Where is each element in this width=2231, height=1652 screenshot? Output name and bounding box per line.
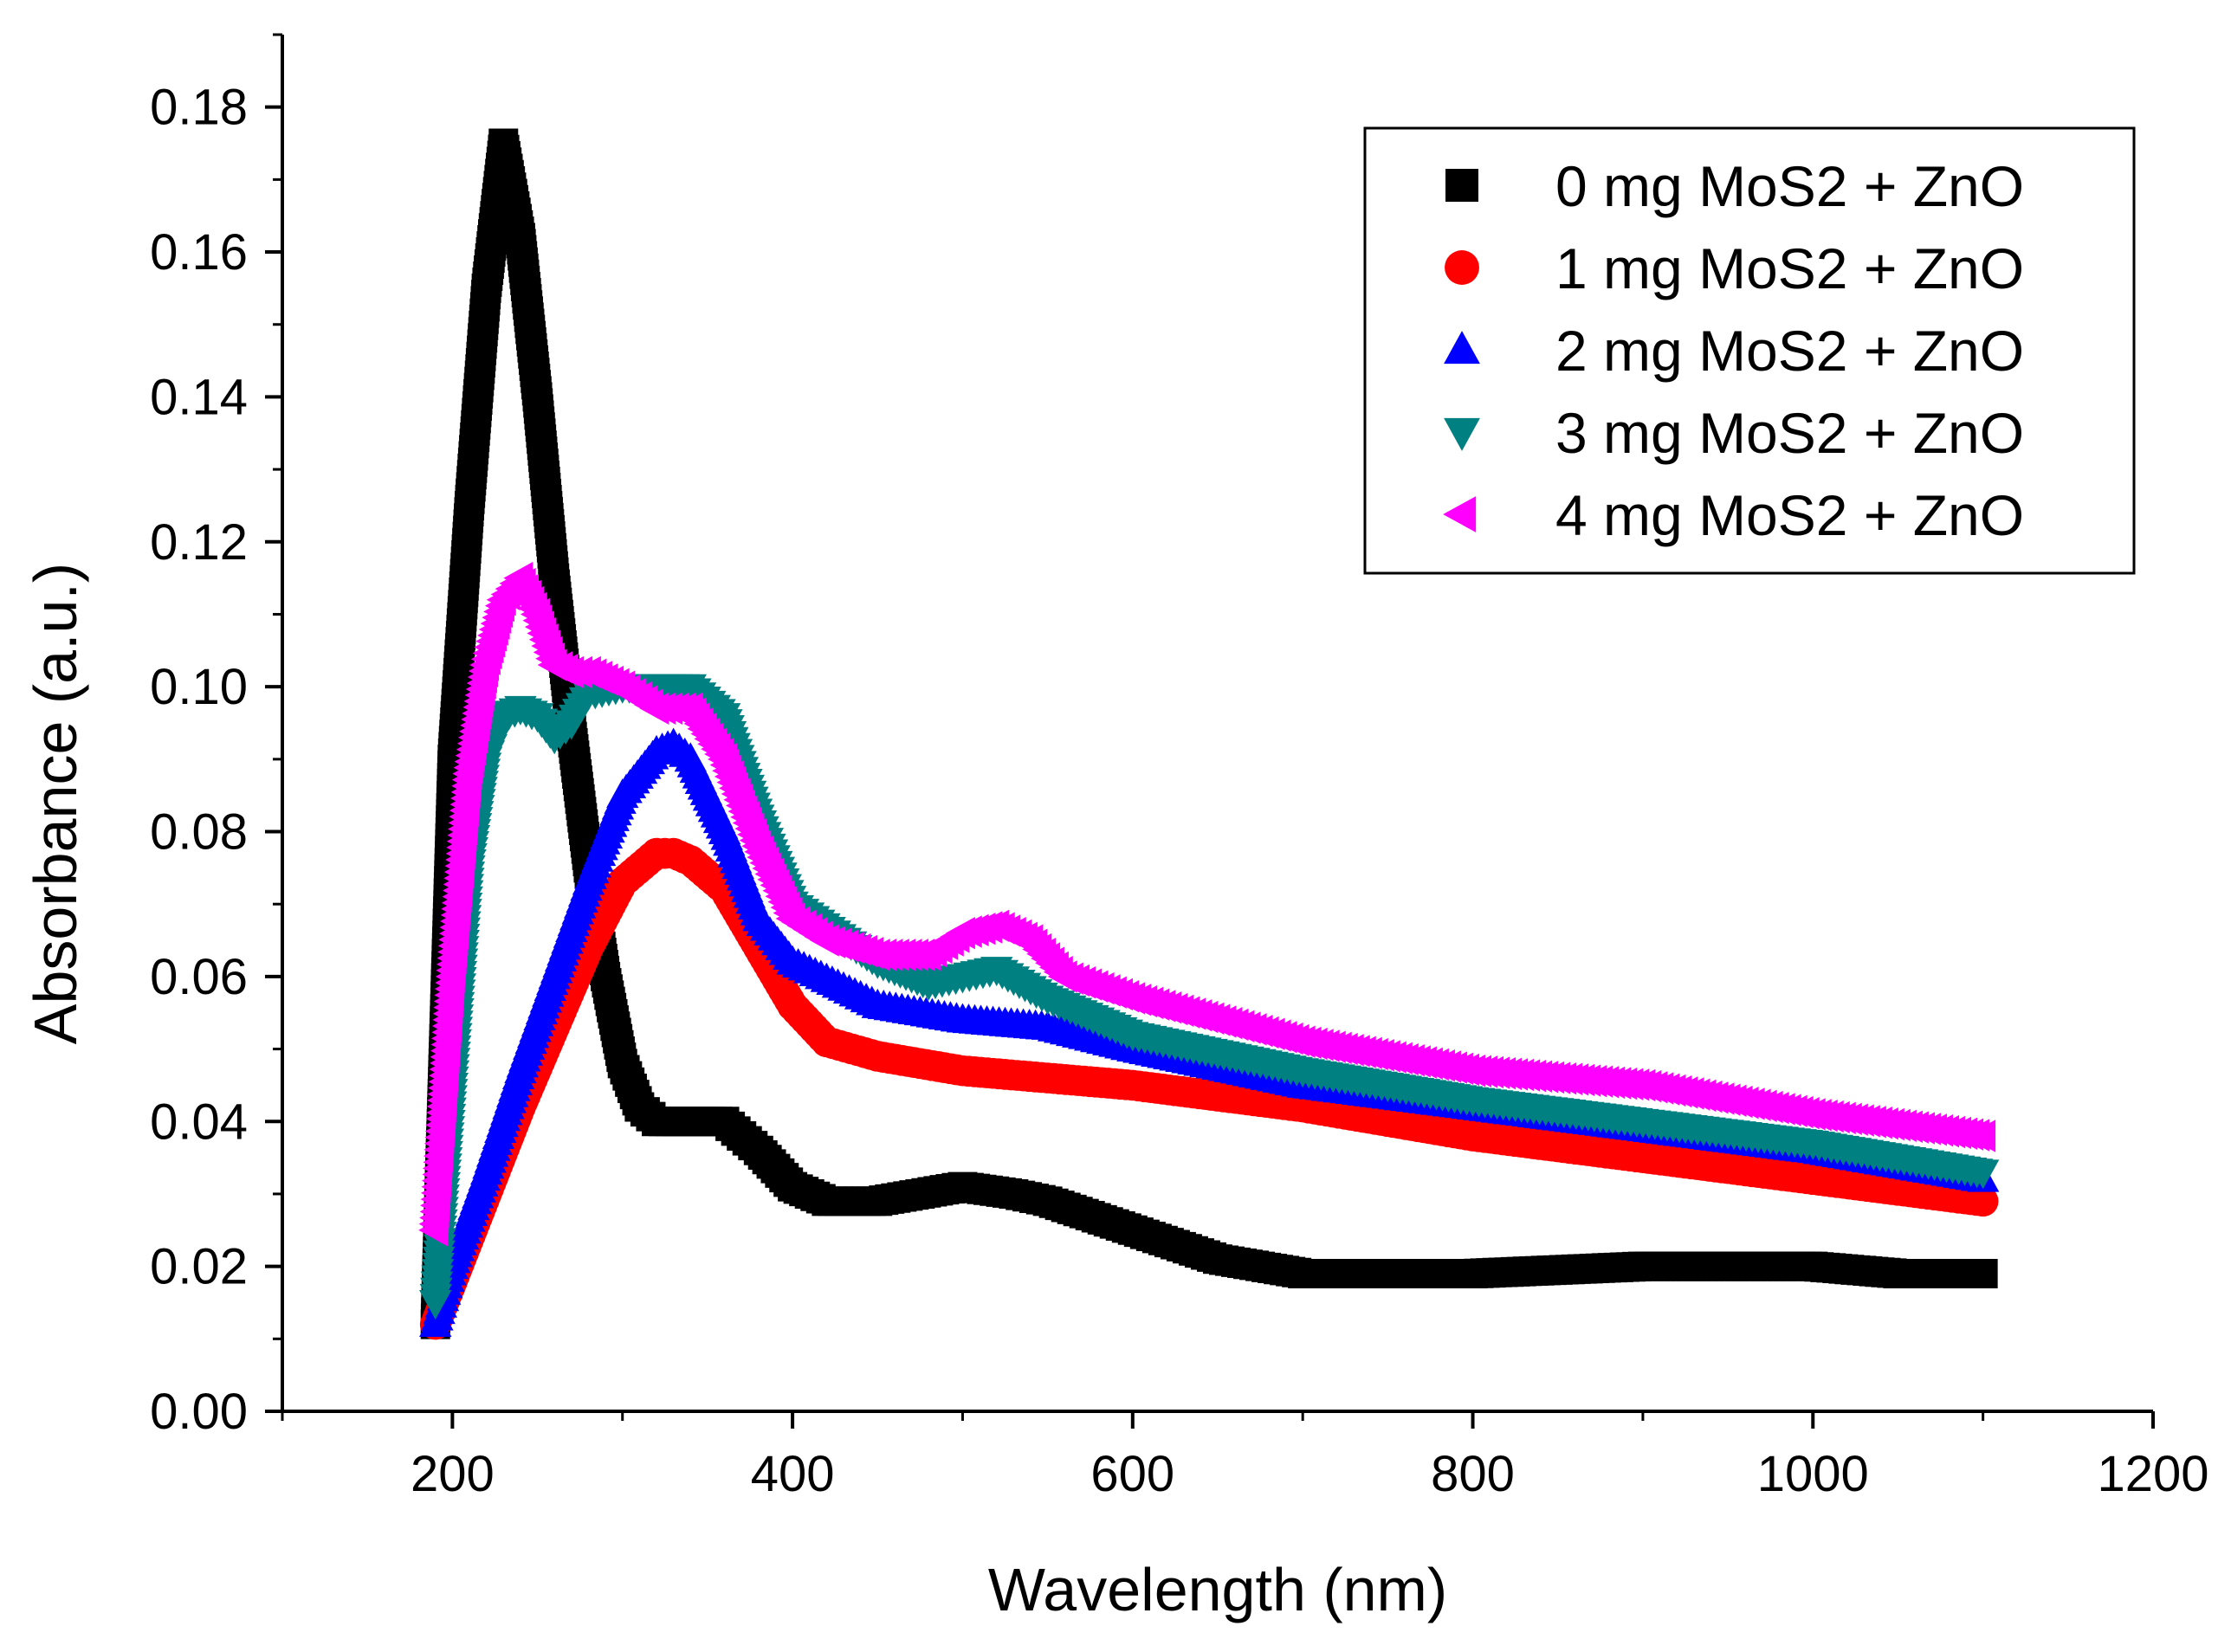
data-point <box>1966 1120 1996 1152</box>
x-tick-label: 1000 <box>1757 1446 1869 1502</box>
series-4 <box>418 561 1996 1247</box>
y-tick-label: 0.04 <box>150 1094 248 1150</box>
y-tick-label: 0.16 <box>150 224 248 281</box>
x-tick-label: 200 <box>411 1446 495 1502</box>
x-tick-label: 400 <box>751 1446 835 1502</box>
x-ticks: 200 400 600 800 1000 1200 <box>281 1411 2209 1502</box>
legend-box <box>1363 126 2136 575</box>
legend-label: 2 mg MoS2 + ZnO <box>1555 319 2024 383</box>
legend: 0 mg MoS2 + ZnO 1 mg MoS2 + ZnO 2 mg MoS2 … <box>1363 126 2136 575</box>
legend-item: 4 mg MoS2 + ZnO <box>1443 483 2024 547</box>
data-point <box>1968 1259 1998 1288</box>
legend-items: 0 mg MoS2 + ZnO 1 mg MoS2 + ZnO 2 mg MoS2 … <box>1443 154 2024 547</box>
legend-marker <box>1444 417 1480 451</box>
y-tick-label: 0.02 <box>150 1239 248 1295</box>
y-tick-label: 0.08 <box>150 804 248 861</box>
legend-marker <box>1444 331 1480 365</box>
legend-item: 0 mg MoS2 + ZnO <box>1445 154 2024 218</box>
legend-label: 1 mg MoS2 + ZnO <box>1555 236 2024 300</box>
y-tick-label: 0.10 <box>150 659 248 715</box>
y-axis-title: Absorbance (a.u.) <box>22 563 89 1044</box>
legend-item: 3 mg MoS2 + ZnO <box>1444 401 2024 465</box>
y-tick-label: 0.06 <box>150 949 248 1005</box>
x-tick-label: 1200 <box>2097 1446 2208 1502</box>
y-ticks: 0.00 0.02 0.04 0.06 0.08 0.10 0.12 0.14 0.16 0.18 <box>150 33 282 1440</box>
legend-label: 3 mg MoS2 + ZnO <box>1555 401 2024 465</box>
x-tick-label: 600 <box>1090 1446 1174 1502</box>
y-tick-label: 0.14 <box>150 369 248 425</box>
axes-layer <box>281 35 2153 1413</box>
data-point <box>1967 1185 1999 1217</box>
legend-marker <box>1445 169 1478 202</box>
data-point <box>1966 1159 2000 1190</box>
legend-item: 2 mg MoS2 + ZnO <box>1444 319 2024 383</box>
x-tick-label: 800 <box>1431 1446 1515 1502</box>
y-tick-label: 0.00 <box>150 1384 248 1440</box>
legend-label: 0 mg MoS2 + ZnO <box>1555 154 2024 218</box>
series-layer <box>418 128 2000 1340</box>
legend-marker <box>1445 250 1479 285</box>
legend-marker <box>1443 496 1477 532</box>
legend-item: 1 mg MoS2 + ZnO <box>1445 236 2024 300</box>
y-tick-label: 0.12 <box>150 514 248 571</box>
legend-label: 4 mg MoS2 + ZnO <box>1555 483 2024 547</box>
y-tick-label: 0.18 <box>150 80 248 136</box>
x-axis-title: Wavelength (nm) <box>988 1556 1447 1623</box>
